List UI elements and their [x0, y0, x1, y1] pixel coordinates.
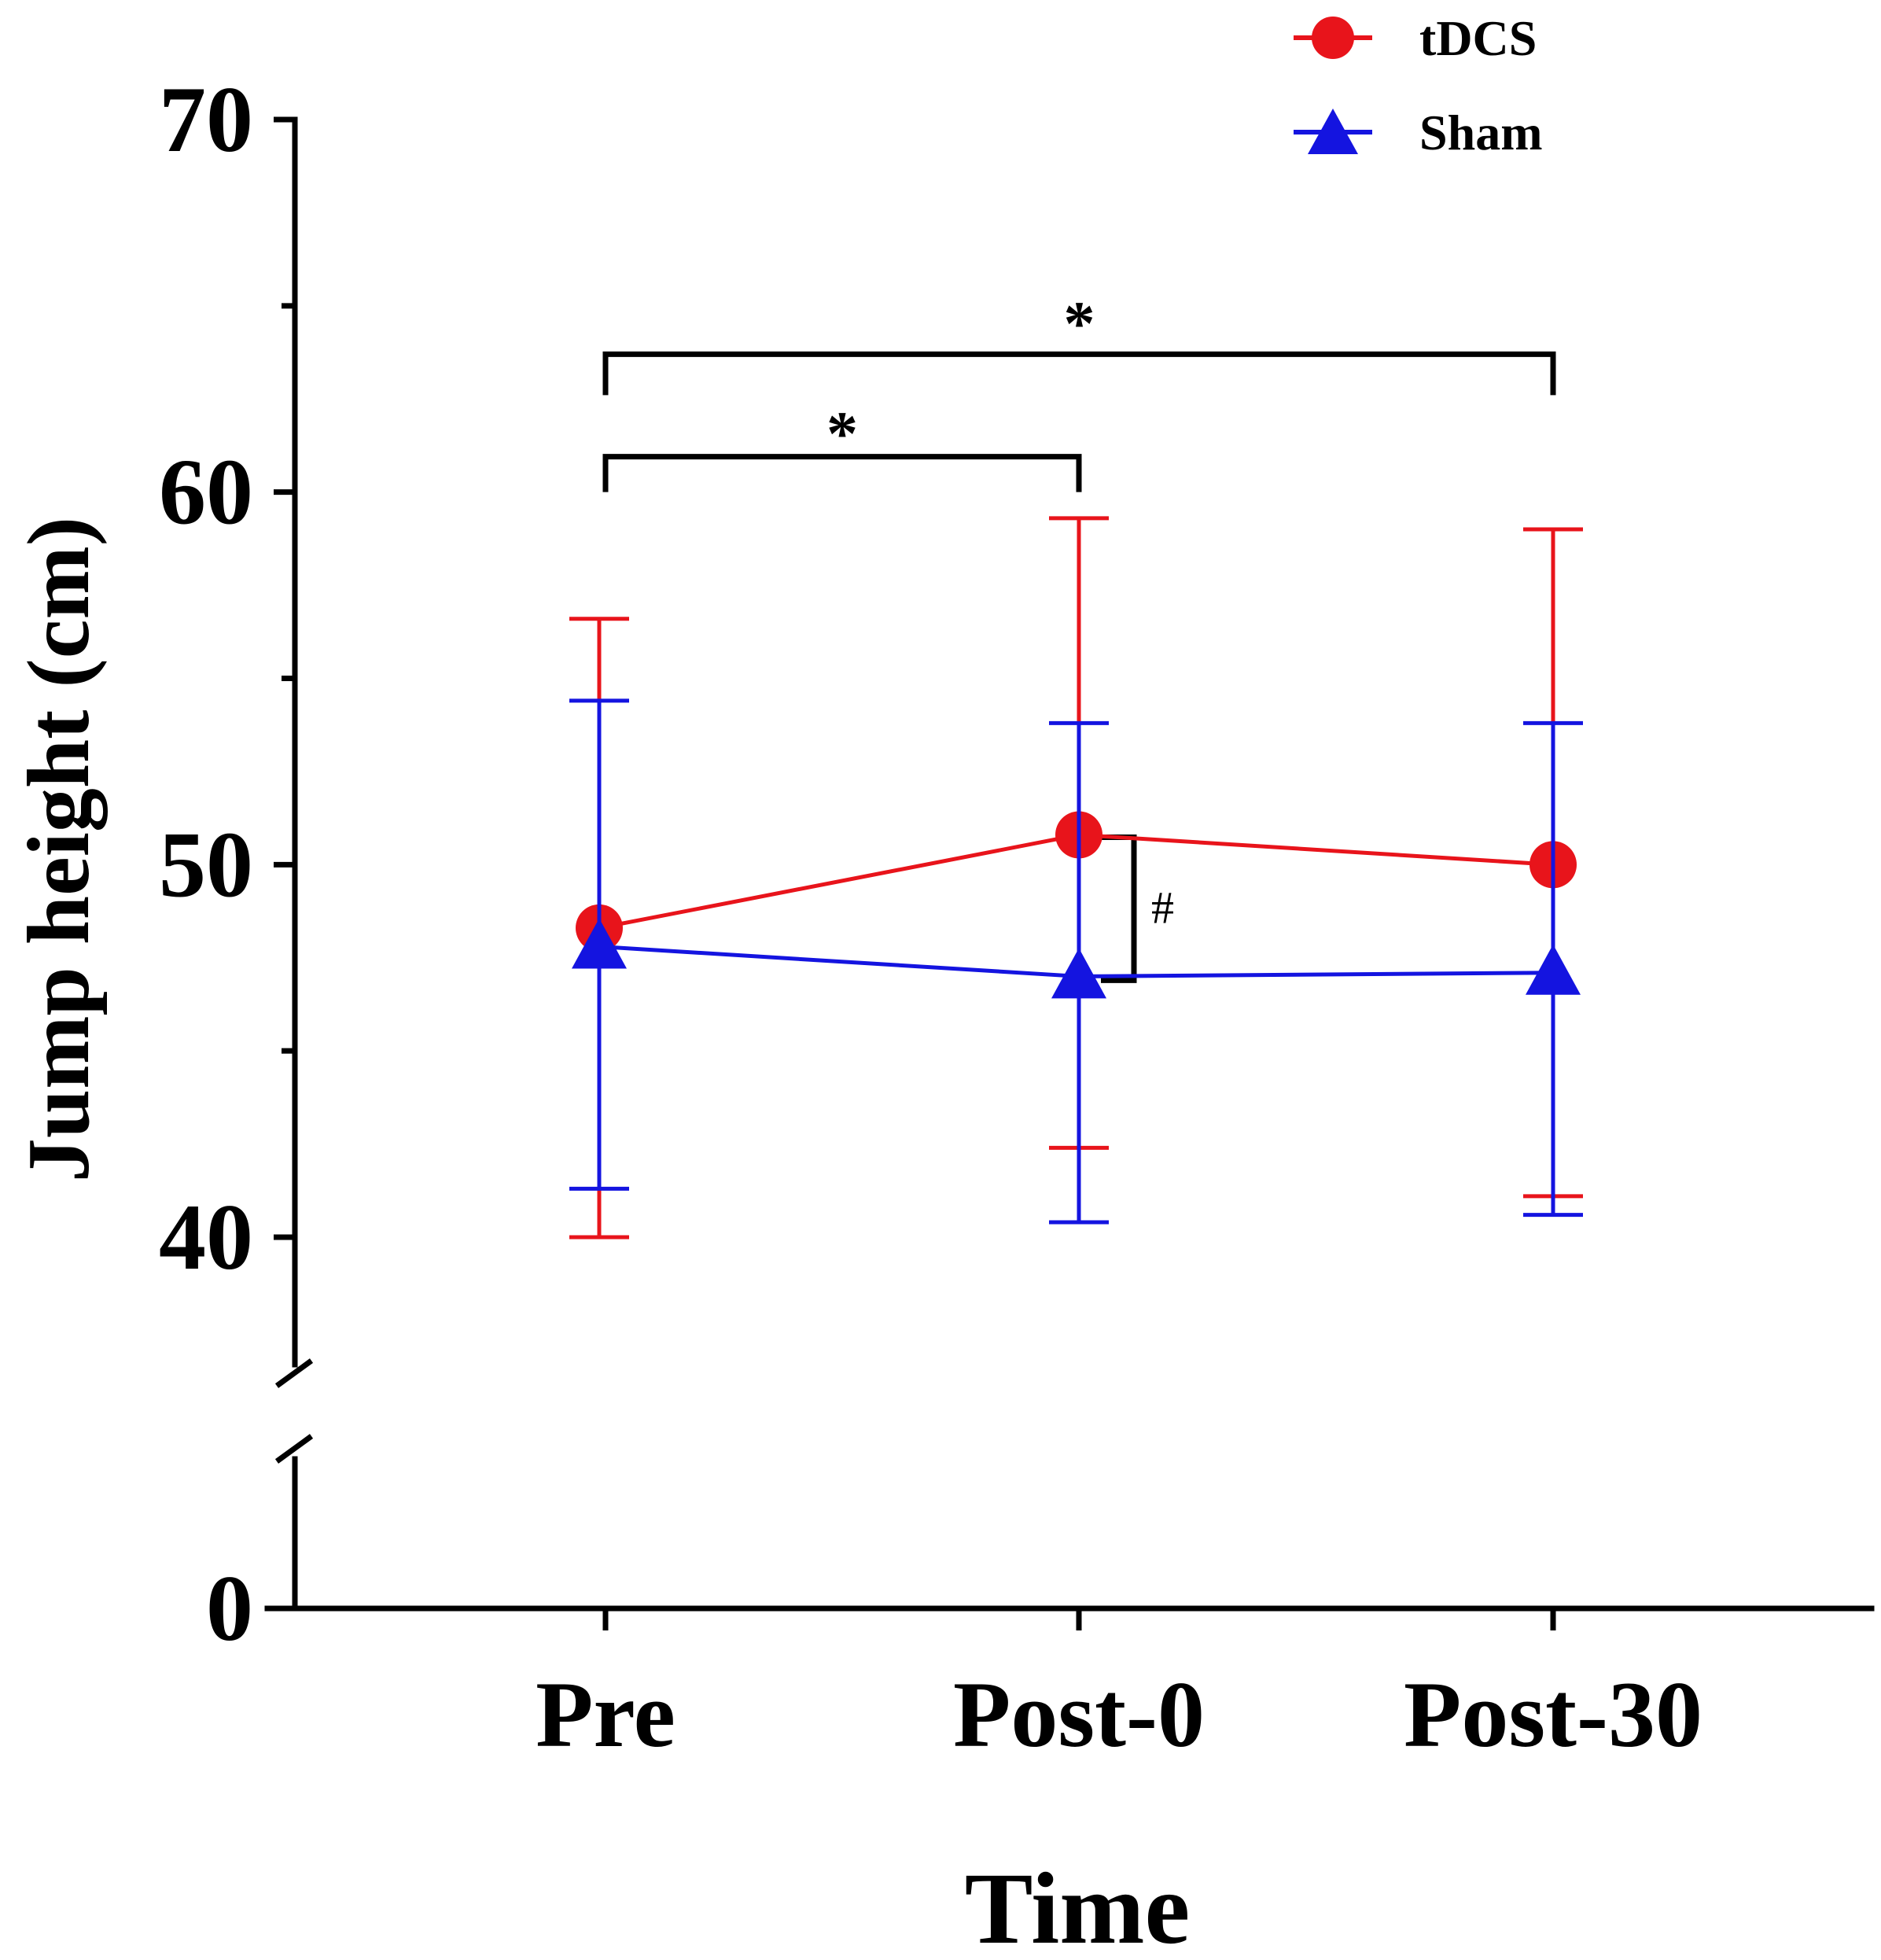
- y-tick-label: 60: [159, 440, 253, 544]
- legend-label-tdcs: tDCS: [1419, 10, 1537, 66]
- series-tdcs: [569, 516, 1583, 1240]
- axis-break-mark-top: [274, 1358, 314, 1388]
- x-ticks: Pre Post-0 Post-30: [536, 1608, 1702, 1767]
- legend-label-sham: Sham: [1419, 105, 1543, 160]
- legend: tDCS Sham: [1294, 10, 1543, 160]
- significance-bracket-pre-post30: [602, 351, 1556, 396]
- legend-marker-sham: [1308, 109, 1358, 154]
- significance-label-pre-post30: *: [1064, 289, 1095, 359]
- significance-label-pre-post0: *: [826, 400, 858, 470]
- data-point: [572, 918, 627, 969]
- y-tick-label: 40: [159, 1184, 253, 1289]
- x-tick-label: Post-30: [1404, 1662, 1702, 1767]
- x-tick-label: Post-0: [953, 1662, 1205, 1767]
- group-difference-bracket: [1101, 834, 1137, 983]
- axis-break-mark-bottom: [274, 1434, 314, 1464]
- data-point: [1526, 944, 1581, 995]
- x-axis-title: Time: [965, 1852, 1190, 1960]
- x-tick-label: Pre: [536, 1662, 675, 1767]
- y-ticks: 0 40 50 60 70: [159, 67, 295, 1660]
- series-sham: [569, 698, 1583, 1225]
- series-layer: [569, 516, 1583, 1240]
- y-tick-label: 50: [159, 812, 253, 916]
- y-tick-label: 70: [159, 67, 253, 171]
- legend-marker-tdcs: [1312, 17, 1354, 59]
- y-axis-title: Jump height (cm): [10, 517, 108, 1182]
- y-tick-label: 0: [206, 1556, 253, 1660]
- significance-bracket-pre-post0: [602, 454, 1082, 492]
- group-difference-label: #: [1151, 882, 1174, 933]
- data-point: [1051, 948, 1106, 999]
